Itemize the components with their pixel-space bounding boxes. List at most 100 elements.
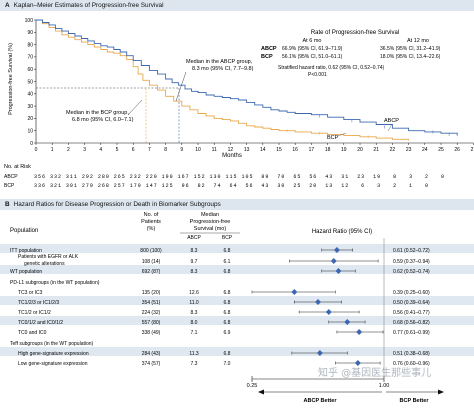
median-abcp-line2: 8.3 mo (95% CI, 7.7–9.8) bbox=[192, 66, 254, 72]
col-hr: Hazard Ratio (95% CI) bbox=[312, 229, 372, 235]
forest-hr-text: 0.76 (0.60–0.96) bbox=[393, 361, 430, 367]
y-axis-label: Progression-free Survival (%) bbox=[8, 43, 14, 115]
forest-row-label: TC0/1/2 and IC0/1/2 bbox=[18, 320, 63, 326]
axis-tick-100: 1.00 bbox=[379, 383, 390, 389]
forest-hr-text: 0.59 (0.37–0.94) bbox=[393, 259, 430, 265]
rate-row-bcp-6mo: 56.1% (95% CI, 51.0–61.1) bbox=[282, 54, 343, 60]
watermark: 知乎 @基因医生那些事儿 bbox=[318, 366, 431, 379]
rate-box-title: Rate of Progression-free Survival bbox=[311, 30, 399, 36]
col-median-1: Median bbox=[201, 212, 219, 218]
forest-row-label: ITT population bbox=[10, 248, 42, 254]
panel-b-title: Hazard Ratios for Disease Progression or… bbox=[13, 201, 221, 208]
forest-cell: 6.8 bbox=[224, 351, 231, 357]
forest-cell: 6.8 bbox=[224, 320, 231, 326]
forest-cell: 12.6 bbox=[189, 290, 199, 296]
forest-cell: 338 (49) bbox=[142, 330, 161, 336]
y-tick-label: 80 bbox=[27, 42, 33, 48]
forest-cell: 6.8 bbox=[224, 248, 231, 254]
row-band bbox=[0, 265, 474, 274]
panel-a-letter: A bbox=[5, 2, 10, 9]
col-abcp: ABCP bbox=[187, 235, 201, 241]
forest-row-label: WT population bbox=[10, 269, 42, 275]
x-tick-label: 0 bbox=[35, 147, 38, 153]
row-band bbox=[0, 316, 474, 325]
forest-cell: 6.8 bbox=[224, 269, 231, 275]
y-tick-label: 100 bbox=[25, 18, 34, 24]
forest-hr-text: 0.56 (0.41–0.77) bbox=[393, 310, 430, 316]
forest-cell: 692 (87) bbox=[142, 269, 161, 275]
row-band bbox=[0, 296, 474, 305]
x-tick-label: 22 bbox=[390, 147, 396, 153]
median-bcp-pointer bbox=[127, 99, 143, 116]
forest-hr-text: 0.39 (0.25–0.60) bbox=[393, 290, 430, 296]
forest-cell: 354 (51) bbox=[142, 300, 161, 306]
x-tick-label: 6 bbox=[132, 147, 135, 153]
forest-row-label: TC3 or IC3 bbox=[18, 290, 43, 296]
col-patients-1: No. of bbox=[144, 212, 159, 218]
x-tick-label: 19 bbox=[341, 147, 347, 153]
forest-row-label: TC1/2 or IC1/2 bbox=[18, 310, 51, 316]
forest-section-label: Teff subgroups (in the WT population) bbox=[10, 341, 94, 347]
x-tick-label: 16 bbox=[292, 147, 298, 153]
forest-hr-text: 0.68 (0.56–0.82) bbox=[393, 320, 430, 326]
forest-cell: 6.8 bbox=[224, 290, 231, 296]
forest-hr-text: 0.51 (0.38–0.68) bbox=[393, 351, 430, 357]
x-tick-label: 3 bbox=[83, 147, 86, 153]
forest-row-label: Patients with EGFR or ALK bbox=[18, 254, 79, 260]
km-curves bbox=[36, 19, 458, 141]
x-tick-label: 9 bbox=[180, 147, 183, 153]
x-tick-label: 14 bbox=[260, 147, 266, 153]
median-abcp-pointer bbox=[175, 71, 187, 102]
forest-cell: 8.3 bbox=[191, 269, 198, 275]
x-tick-label: 13 bbox=[244, 147, 250, 153]
forest-cell: 6.8 bbox=[224, 300, 231, 306]
y-tick-label: 50 bbox=[27, 79, 33, 85]
hr-point-marker bbox=[325, 309, 332, 315]
panel-b-letter: B bbox=[5, 201, 10, 208]
rate-row-bcp-12mo: 18.0% (95% CI, 13.4–22.6) bbox=[380, 54, 441, 60]
at-risk-bcp-label: BCP bbox=[4, 183, 15, 189]
y-tick-label: 70 bbox=[27, 55, 33, 61]
x-tick-label: 24 bbox=[422, 147, 428, 153]
x-tick-label: 2 bbox=[67, 147, 70, 153]
y-tick-label: 0 bbox=[30, 141, 33, 147]
hr-point-marker bbox=[344, 319, 351, 325]
x-tick-label: 27 bbox=[471, 147, 474, 153]
median-markers bbox=[36, 87, 180, 143]
x-tick-label: 18 bbox=[325, 147, 331, 153]
col-bcp: BCP bbox=[222, 235, 233, 241]
col-population: Population bbox=[10, 228, 38, 234]
row-band bbox=[0, 244, 474, 253]
forest-cell: 11.3 bbox=[189, 351, 199, 357]
x-tick-label: 12 bbox=[228, 147, 234, 153]
at-risk-bcp-counts: 336 321 301 279 268 257 179 147 125 96 8… bbox=[34, 183, 428, 189]
forest-cell: 11.0 bbox=[189, 300, 199, 306]
forest-cell: 7.1 bbox=[191, 330, 198, 336]
hr-point-marker bbox=[316, 350, 323, 356]
hr-point-marker bbox=[330, 258, 337, 264]
forest-hr-text: 0.61 (0.52–0.72) bbox=[393, 248, 430, 254]
forest-hr-text: 0.62 (0.52–0.74) bbox=[393, 269, 430, 275]
forest-cell: 8.0 bbox=[191, 320, 198, 326]
forest-section-label: PD-L1 subgroups (in the WT population) bbox=[10, 280, 100, 286]
panel-a-header: A Kaplan–Meier Estimates of Progression-f… bbox=[0, 0, 474, 11]
forest-axis: 0.25 1.00 ABCP Better BCP Better bbox=[247, 238, 444, 404]
forest-cell: 557 (80) bbox=[142, 320, 161, 326]
x-tick-label: 7 bbox=[148, 147, 151, 153]
p-value-text: P<0.001 bbox=[308, 72, 327, 78]
forest-cell: 8.3 bbox=[191, 310, 198, 316]
at-risk-abcp-label: ABCP bbox=[4, 174, 18, 180]
km-curve-bcp bbox=[36, 19, 410, 141]
x-tick-label: 23 bbox=[406, 147, 412, 153]
rate-col-6mo: At 6 mo bbox=[303, 38, 322, 44]
y-tick-label: 90 bbox=[27, 30, 33, 36]
x-tick-label: 10 bbox=[195, 147, 201, 153]
forest-row-label: Low gene-signature expression bbox=[18, 361, 88, 367]
x-tick-label: 1 bbox=[51, 147, 54, 153]
y-tick-label: 60 bbox=[27, 67, 33, 73]
forest-plot: Population No. of Patients (%) Median Pr… bbox=[0, 212, 474, 404]
rate-row-bcp-group: BCP bbox=[261, 54, 273, 60]
hr-point-marker bbox=[356, 329, 363, 335]
